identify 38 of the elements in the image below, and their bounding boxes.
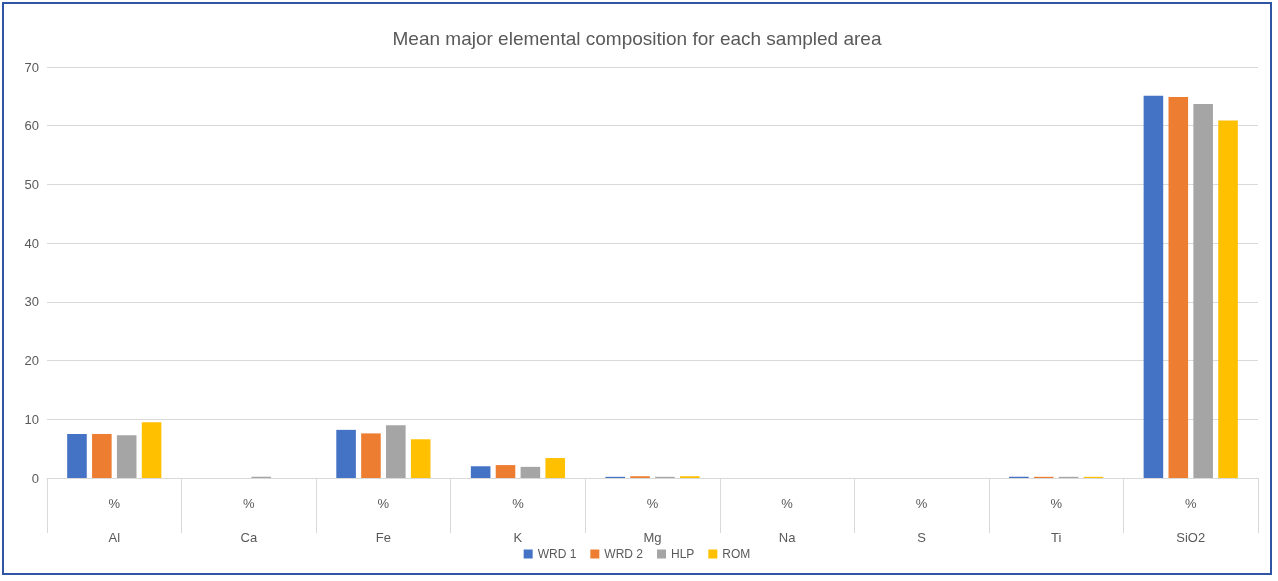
y-tick-label: 0 <box>31 470 39 486</box>
legend-label: HLP <box>671 547 695 561</box>
bar <box>67 433 87 478</box>
bar <box>1193 103 1213 478</box>
category-label: % Na <box>778 495 796 545</box>
bar <box>92 433 112 478</box>
y-tick-label: 10 <box>24 411 39 427</box>
legend-label: ROM <box>722 547 751 561</box>
category-label: % Ca <box>240 495 258 545</box>
bar <box>116 435 137 478</box>
bar <box>470 466 491 478</box>
category-label: % S <box>915 495 928 545</box>
category-label: % Al <box>108 495 121 545</box>
bar <box>520 466 541 478</box>
y-tick-label: 70 <box>24 59 39 75</box>
bar <box>1218 120 1238 478</box>
bar <box>141 422 162 478</box>
legend-label: WRD 1 <box>537 547 577 561</box>
legend-label: WRD 2 <box>604 547 644 561</box>
bar <box>410 439 431 478</box>
y-tick-label: 20 <box>24 353 39 369</box>
y-tick-label: 60 <box>24 118 39 134</box>
chart-title: Mean major elemental composition for each sampled area <box>392 28 882 49</box>
y-tick-label: 30 <box>24 294 39 310</box>
bar <box>495 465 516 478</box>
category-label: % K <box>512 495 524 545</box>
category-label: % Ti <box>1050 495 1062 545</box>
category-label: % Mg <box>643 495 662 545</box>
category-label: % SiO2 <box>1176 495 1206 545</box>
bar <box>545 458 566 478</box>
y-tick-label: 50 <box>24 176 39 192</box>
bar <box>1168 96 1189 478</box>
y-tick-label: 40 <box>24 235 39 251</box>
bar <box>1143 95 1164 478</box>
bar <box>386 425 406 478</box>
bar <box>361 433 381 478</box>
bar <box>336 429 356 478</box>
category-label: % Fe <box>375 495 391 545</box>
